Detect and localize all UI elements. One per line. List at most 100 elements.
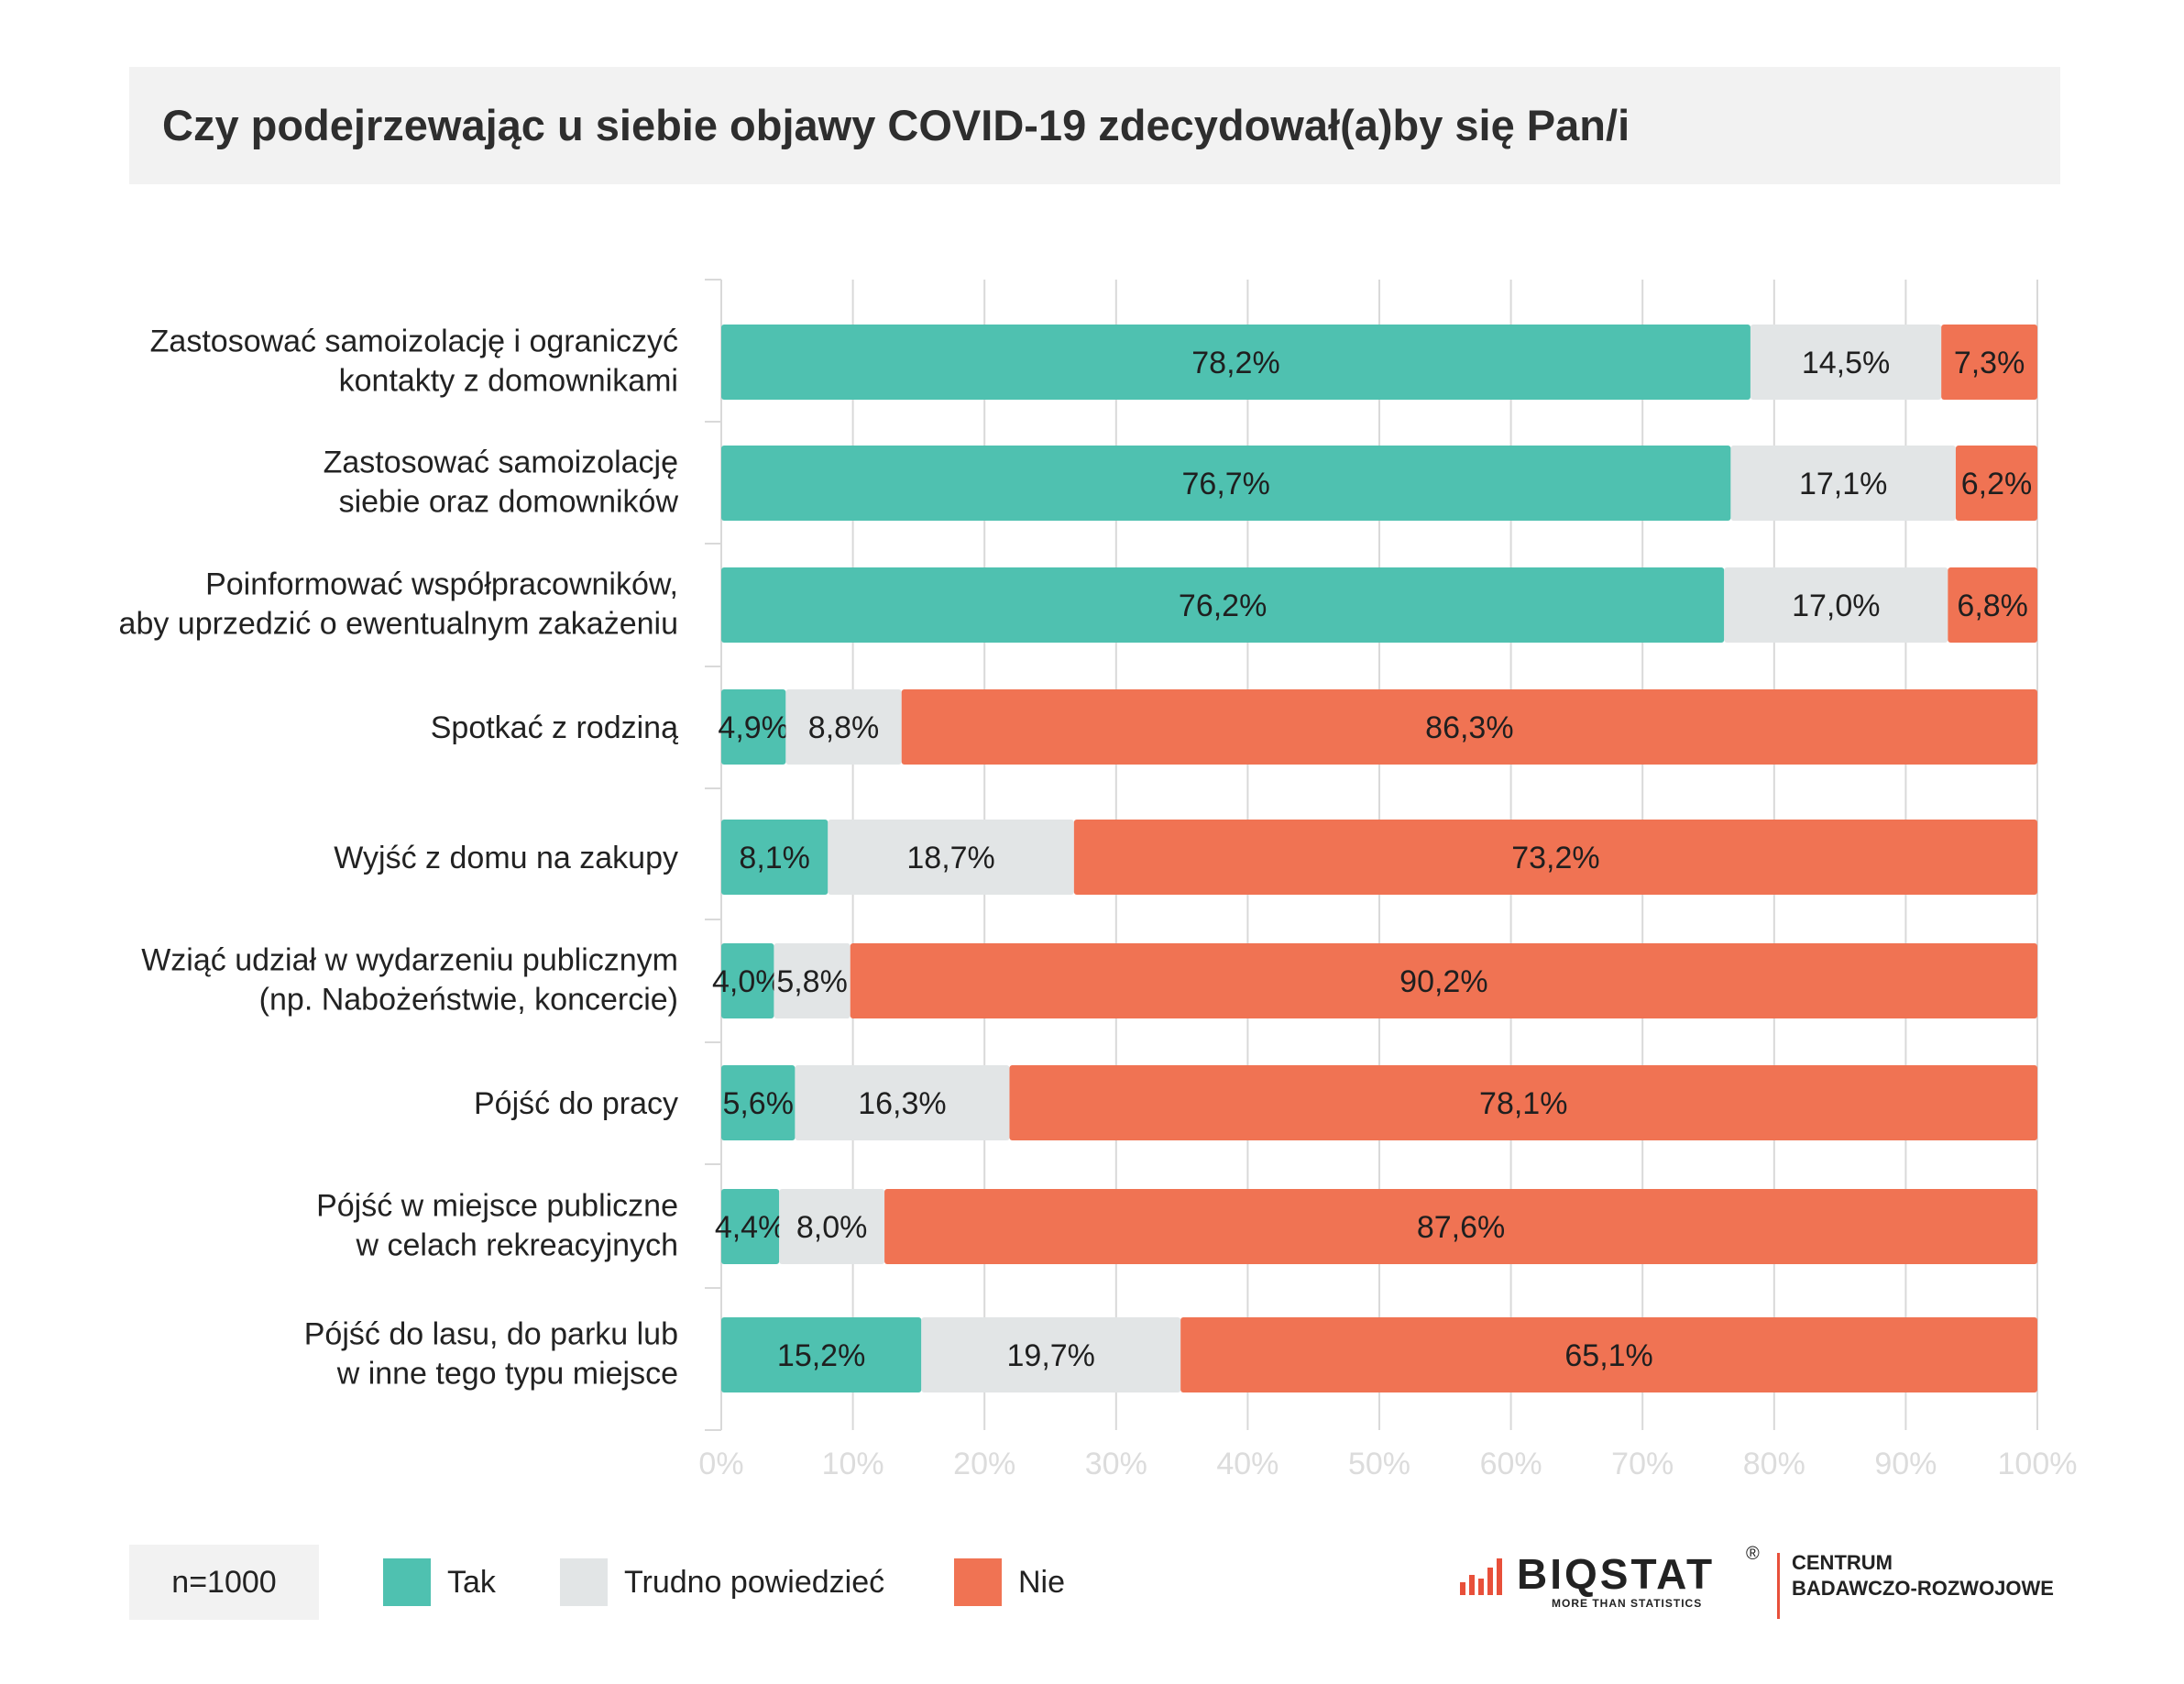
bar-nie bbox=[884, 1189, 2038, 1264]
data-label-nie: 65,1% bbox=[1564, 1338, 1652, 1373]
data-label-trudno: 19,7% bbox=[1007, 1338, 1095, 1373]
bar-trudno bbox=[1750, 325, 1942, 400]
data-label-trudno: 16,3% bbox=[858, 1086, 946, 1121]
stacked-bar-chart: 0% 10% 20% 30% 40% 50% 60% 70% 80% 90% 100% 78,2% 14… bbox=[119, 279, 2078, 1481]
data-label-trudno: 8,0% bbox=[796, 1210, 868, 1245]
bar-nie bbox=[1073, 820, 2037, 895]
bar-trudno bbox=[779, 1189, 885, 1264]
category-label: w inne tego typu miejsce bbox=[336, 1357, 678, 1392]
x-tick-label: 100% bbox=[1998, 1447, 2078, 1481]
category-label: Pójść do lasu, do parku lub bbox=[304, 1317, 678, 1352]
bar-nie bbox=[901, 689, 2038, 765]
category-label: Wyjść z domu na zakupy bbox=[334, 841, 678, 875]
data-label-trudno: 18,7% bbox=[906, 841, 994, 875]
chart-title: Czy podejrzewając u siebie objawy COVID-… bbox=[162, 101, 1630, 149]
data-label-trudno: 14,5% bbox=[1802, 346, 1890, 380]
data-label-tak: 78,2% bbox=[1191, 346, 1279, 380]
logo-registered-mark: ® bbox=[1746, 1544, 1760, 1564]
data-label-tak: 15,2% bbox=[777, 1338, 865, 1373]
logo-bars-icon bbox=[1460, 1558, 1502, 1595]
category-label: aby uprzedzić o ewentualnym zakażeniu bbox=[119, 607, 678, 642]
category-label: Zastosować samoizolację bbox=[324, 446, 678, 480]
x-tick-label: 10% bbox=[822, 1447, 884, 1481]
x-tick-label: 40% bbox=[1216, 1447, 1279, 1481]
bar-trudno bbox=[828, 820, 1074, 895]
bar-trudno bbox=[921, 1317, 1181, 1392]
bar-tak bbox=[721, 446, 1731, 521]
bar-tak bbox=[721, 325, 1750, 400]
legend-swatch-nie bbox=[954, 1558, 1002, 1606]
data-label-tak: 76,7% bbox=[1182, 467, 1270, 501]
data-label-nie: 78,1% bbox=[1479, 1086, 1567, 1121]
bar-trudno bbox=[774, 943, 851, 1018]
data-label-nie: 90,2% bbox=[1399, 964, 1487, 999]
data-label-nie: 6,8% bbox=[1957, 589, 2028, 623]
data-label-nie: 6,2% bbox=[1961, 467, 2033, 501]
category-label: Zastosować samoizolację i ograniczyć bbox=[150, 325, 678, 359]
x-tick-label: 60% bbox=[1480, 1447, 1542, 1481]
bar-tak bbox=[721, 943, 774, 1018]
logo-tagline: MORE THAN STATISTICS bbox=[1552, 1597, 1703, 1610]
bar-tak bbox=[721, 1317, 922, 1392]
data-label-tak: 4,9% bbox=[718, 710, 789, 745]
data-label-tak: 4,4% bbox=[715, 1210, 786, 1245]
bar-nie bbox=[1955, 446, 2037, 521]
legend-item-nie: Nie bbox=[954, 1557, 1065, 1607]
bar-nie bbox=[1009, 1065, 2037, 1140]
category-label: Spotkać z rodziną bbox=[431, 710, 678, 745]
sample-size: n=1000 bbox=[129, 1545, 319, 1620]
data-label-nie: 7,3% bbox=[1954, 346, 2025, 380]
legend-swatch-tak bbox=[383, 1558, 431, 1606]
bar-trudno bbox=[795, 1065, 1010, 1140]
bar-nie bbox=[1941, 325, 2037, 400]
data-label-tak: 4,0% bbox=[712, 964, 784, 999]
x-tick-label: 20% bbox=[953, 1447, 1015, 1481]
bar-trudno bbox=[785, 689, 902, 765]
bar-tak bbox=[721, 1065, 796, 1140]
x-tick-label: 80% bbox=[1743, 1447, 1805, 1481]
bar-tak bbox=[721, 689, 786, 765]
data-label-nie: 73,2% bbox=[1511, 841, 1599, 875]
x-tick-label: 30% bbox=[1085, 1447, 1147, 1481]
logo-badawczo: BADAWCZO-ROZWOJOWE bbox=[1792, 1577, 2054, 1600]
bar-trudno bbox=[1730, 446, 1956, 521]
bar-tak bbox=[721, 820, 829, 895]
legend-label-nie: Nie bbox=[1018, 1564, 1066, 1600]
category-label: Wziąć udział w wydarzeniu publicznym bbox=[141, 943, 678, 978]
data-label-nie: 87,6% bbox=[1417, 1210, 1505, 1245]
category-label: w celach rekreacyjnych bbox=[356, 1228, 678, 1263]
category-label: Pójść do pracy bbox=[474, 1086, 678, 1121]
x-tick-label: 70% bbox=[1611, 1447, 1674, 1481]
legend-swatch-trudno bbox=[560, 1558, 608, 1606]
bar-tak bbox=[721, 567, 1725, 643]
logo-centrum: CENTRUM bbox=[1792, 1551, 1893, 1574]
bar-trudno bbox=[1724, 567, 1948, 643]
logo-divider bbox=[1777, 1553, 1780, 1619]
x-tick-label: 0% bbox=[698, 1447, 743, 1481]
category-label: Pójść w miejsce publiczne bbox=[316, 1189, 678, 1224]
legend-label-tak: Tak bbox=[447, 1564, 496, 1600]
x-tick-label: 50% bbox=[1348, 1447, 1410, 1481]
data-label-trudno: 17,1% bbox=[1799, 467, 1887, 501]
data-label-tak: 5,6% bbox=[722, 1086, 794, 1121]
x-tick-label: 90% bbox=[1874, 1447, 1937, 1481]
data-label-trudno: 8,8% bbox=[808, 710, 880, 745]
category-label: Poinformować współpracowników, bbox=[205, 567, 678, 602]
category-label: (np. Nabożeństwie, koncercie) bbox=[259, 983, 678, 1018]
category-label: kontakty z domownikami bbox=[339, 364, 678, 399]
category-label: siebie oraz domowników bbox=[339, 485, 679, 520]
bar-nie bbox=[850, 943, 2037, 1018]
data-label-nie: 86,3% bbox=[1425, 710, 1513, 745]
logo-wordmark: BIQSTAT bbox=[1517, 1550, 1716, 1598]
bar-tak bbox=[721, 1189, 780, 1264]
legend-label-trudno: Trudno powiedzieć bbox=[624, 1564, 885, 1600]
legend-item-tak: Tak bbox=[383, 1557, 496, 1607]
legend-item-trudno: Trudno powiedzieć bbox=[560, 1557, 884, 1607]
bar-nie bbox=[1948, 567, 2037, 643]
title-banner: Czy podejrzewając u siebie objawy COVID-… bbox=[129, 67, 2060, 184]
data-label-tak: 8,1% bbox=[739, 841, 810, 875]
data-label-trudno: 5,8% bbox=[776, 964, 848, 999]
bar-nie bbox=[1180, 1317, 2037, 1392]
data-label-tak: 76,2% bbox=[1179, 589, 1267, 623]
data-label-trudno: 17,0% bbox=[1792, 589, 1880, 623]
